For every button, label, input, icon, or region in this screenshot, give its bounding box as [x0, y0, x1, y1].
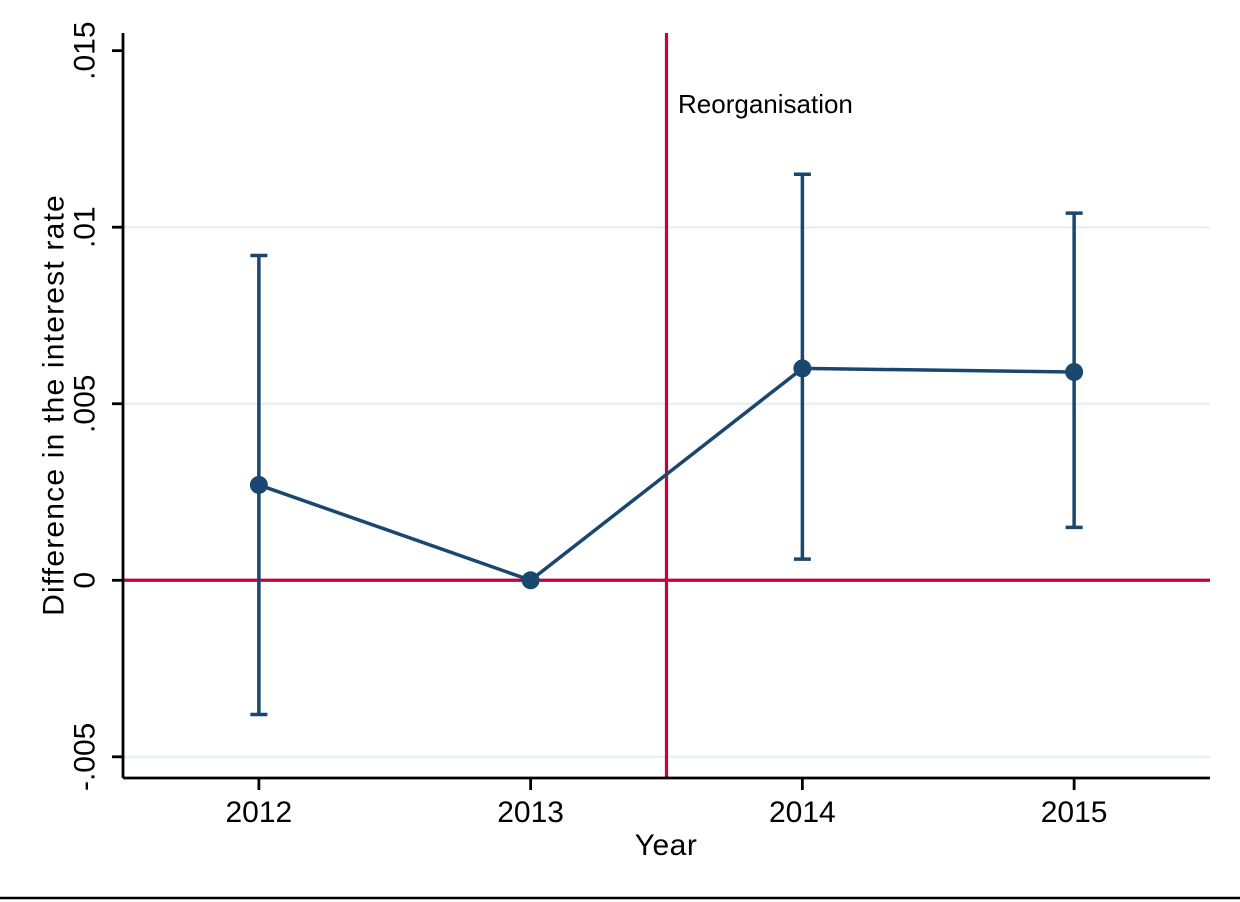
y-tick-label: .005 — [69, 375, 102, 433]
data-point-marker — [793, 359, 812, 378]
data-point-marker — [249, 475, 268, 494]
x-tick-label: 2013 — [497, 796, 564, 829]
axes-layer: -.005 0 .005 .01 .015 2012 2013 2014 2015 — [69, 21, 1210, 829]
series-layer — [249, 172, 1084, 717]
series-line — [258, 366, 1075, 583]
reference-lines-layer — [123, 33, 1210, 778]
y-tick-label: .01 — [69, 206, 102, 248]
data-point-marker — [1065, 362, 1084, 381]
x-tick-label: 2014 — [769, 796, 836, 829]
labels-layer: Difference in the interest rate Year Reo… — [38, 89, 853, 862]
y-tick-label: .015 — [69, 21, 102, 79]
y-axis-title: Difference in the interest rate — [38, 194, 71, 616]
reorganisation-annotation-label: Reorganisation — [678, 89, 853, 119]
data-point-marker — [521, 571, 540, 590]
y-tick-label: 0 — [69, 572, 102, 589]
x-tick-label: 2012 — [226, 796, 293, 829]
x-axis-title: Year — [635, 829, 698, 862]
x-tick-label: 2015 — [1041, 796, 1108, 829]
y-tick-label: -.005 — [69, 723, 102, 791]
